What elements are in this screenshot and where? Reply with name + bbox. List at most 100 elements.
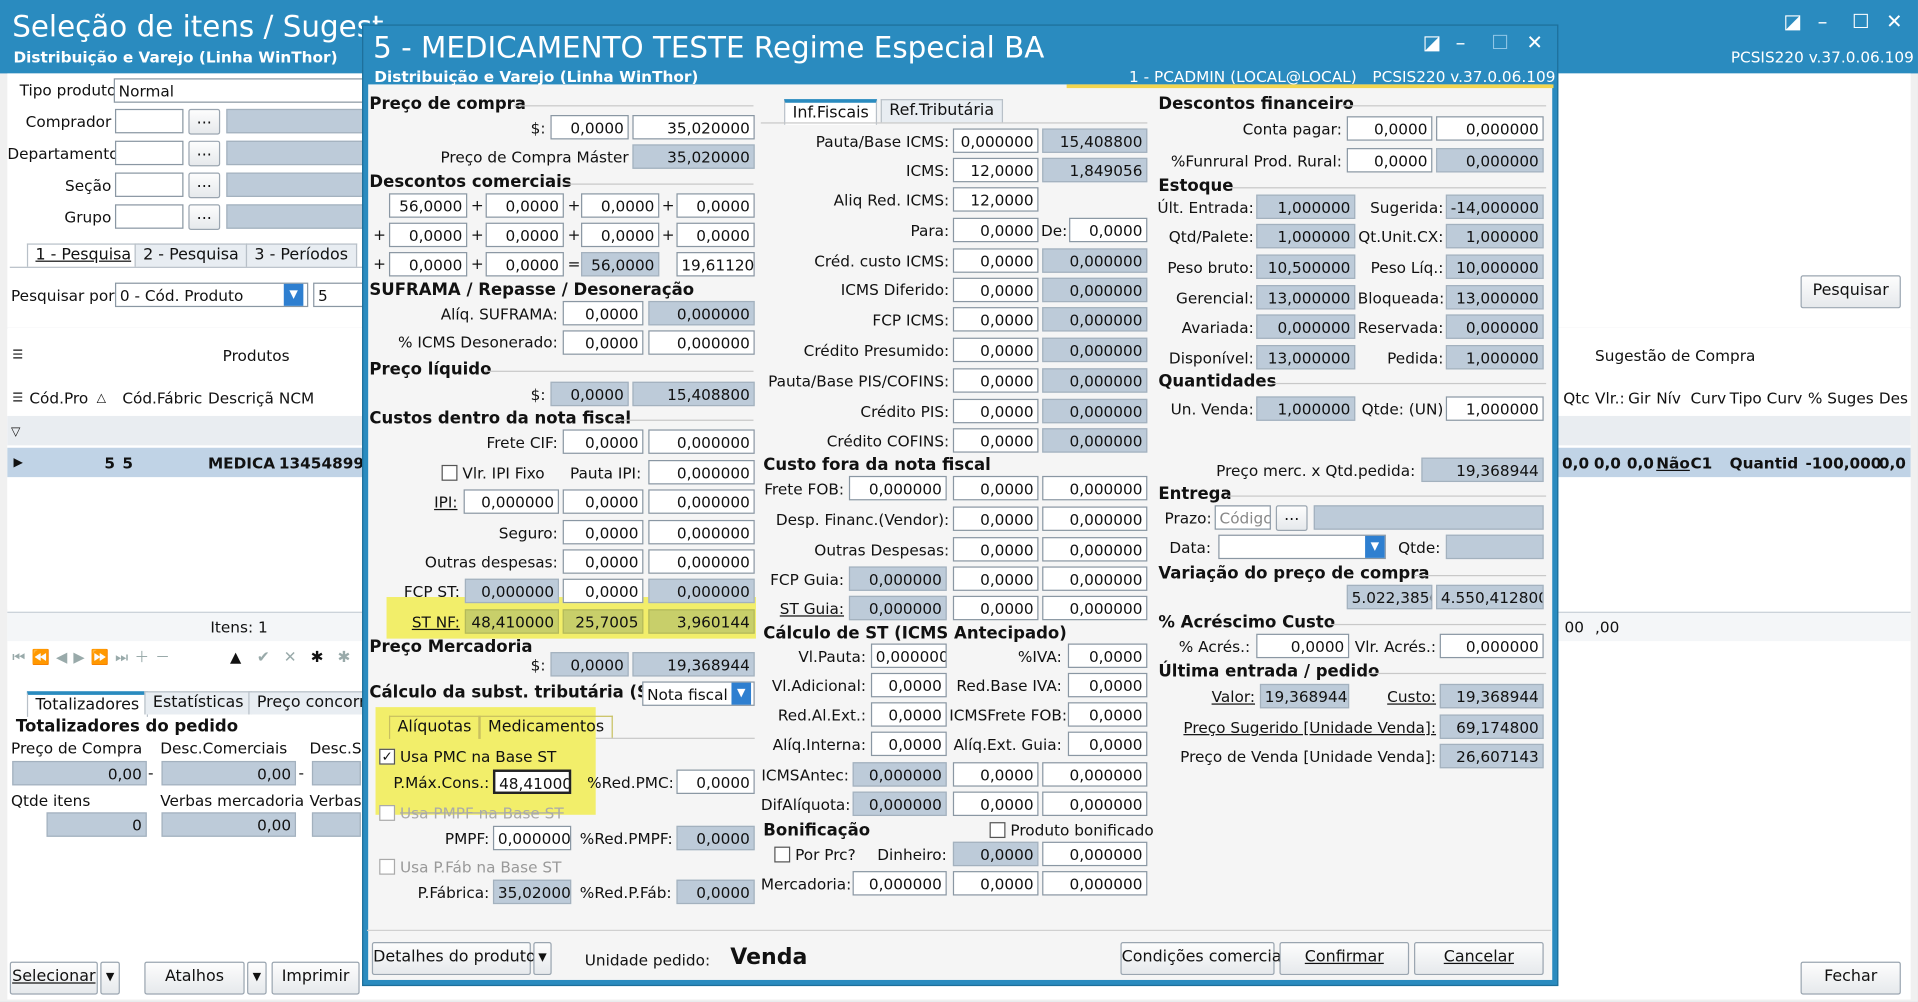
atalhos-button[interactable]: Atalhos bbox=[144, 961, 245, 995]
fiscal-a-7[interactable]: 0,0000 bbox=[952, 337, 1039, 363]
departamento-lookup-button[interactable]: ... bbox=[188, 140, 221, 167]
conta-pagar-1[interactable]: 0,0000 bbox=[1346, 116, 1433, 141]
fiscal-a-4[interactable]: 0,0000 bbox=[952, 248, 1039, 273]
mercadoria-3[interactable]: 0,000000 bbox=[1042, 871, 1148, 896]
fora-c-2[interactable]: 0,000000 bbox=[1042, 537, 1148, 562]
col-right-1[interactable]: Vlr.: bbox=[1595, 389, 1625, 408]
outras-1[interactable]: 0,0000 bbox=[562, 549, 644, 574]
seguro-1[interactable]: 0,0000 bbox=[562, 519, 644, 545]
navigator-up-icon[interactable]: ▲ bbox=[229, 648, 242, 666]
tab-estatisticas[interactable]: Estatísticas bbox=[144, 691, 253, 715]
fcp-st-2[interactable]: 0,0000 bbox=[562, 578, 644, 604]
dc-10[interactable]: 0,0000 bbox=[485, 252, 564, 277]
tab-ref-tributaria[interactable]: Ref.Tributária bbox=[880, 99, 1003, 123]
comprador-field[interactable] bbox=[114, 108, 184, 134]
pauta-ipi-value[interactable]: 0,000000 bbox=[648, 459, 755, 485]
st-a-2[interactable]: 0,0000 bbox=[870, 702, 947, 727]
fiscal-a-6[interactable]: 0,0000 bbox=[952, 307, 1039, 332]
fiscal-a-9[interactable]: 0,0000 bbox=[952, 398, 1039, 424]
tab-periodos[interactable]: 3 - Períodos bbox=[245, 243, 357, 267]
navigator-refresh-icon[interactable]: ✱ bbox=[310, 647, 324, 666]
tab-inf-fiscais[interactable]: Inf.Fiscais bbox=[784, 99, 878, 125]
navigator-post-icon[interactable]: ✔ bbox=[256, 647, 270, 666]
dinheiro-2[interactable]: 0,000000 bbox=[1042, 841, 1148, 867]
qtde-un-value[interactable]: 1,000000 bbox=[1445, 396, 1544, 421]
fora-b-1[interactable]: 0,0000 bbox=[952, 506, 1039, 531]
usa-pfab-checkbox[interactable] bbox=[379, 858, 396, 875]
dc-7[interactable]: 0,0000 bbox=[581, 222, 660, 248]
dc-3[interactable]: 0,0000 bbox=[581, 193, 660, 218]
st-a-3[interactable]: 0,0000 bbox=[870, 731, 947, 757]
por-prc-checkbox[interactable] bbox=[774, 846, 791, 863]
cancelar-button[interactable]: Cancelar bbox=[1414, 942, 1544, 976]
usa-pmc-checkbox[interactable]: ✓ bbox=[379, 748, 396, 765]
navigator-refresh2-icon[interactable]: ✱ bbox=[337, 647, 351, 666]
bg-close-icon[interactable]: ✕ bbox=[1886, 9, 1903, 34]
col-right-4[interactable]: Curv bbox=[1690, 389, 1727, 408]
outras-2[interactable]: 0,000000 bbox=[648, 549, 755, 574]
selecionar-button[interactable]: Selecionar bbox=[9, 961, 98, 995]
fiscal-a-10[interactable]: 0,0000 bbox=[952, 428, 1039, 453]
fora-c-4[interactable]: 0,000000 bbox=[1042, 595, 1148, 621]
col-right-3[interactable]: Nív bbox=[1656, 389, 1681, 408]
tab-preco-concorr[interactable]: Preço concorr bbox=[248, 691, 375, 715]
fiscal-a-8[interactable]: 0,0000 bbox=[952, 368, 1039, 393]
fiscal-a-3[interactable]: 0,0000 bbox=[952, 217, 1039, 243]
fiscal-a-1[interactable]: 12,0000 bbox=[952, 157, 1039, 183]
dc-6[interactable]: 0,0000 bbox=[485, 222, 564, 248]
tab-totalizadores[interactable]: Totalizadores bbox=[26, 691, 148, 717]
tab-aliquotas[interactable]: Alíquotas bbox=[388, 715, 480, 739]
frete-cif-1[interactable]: 0,0000 bbox=[562, 429, 644, 454]
conta-pagar-2[interactable]: 0,000000 bbox=[1436, 116, 1544, 141]
pesquisar-por-select[interactable]: 0 - Cód. Produto bbox=[114, 282, 309, 308]
data-field[interactable] bbox=[1218, 534, 1386, 560]
col-right-7[interactable]: Des bbox=[1878, 389, 1908, 408]
pesquisar-por-dropdown-icon[interactable]: ▼ bbox=[283, 283, 304, 306]
fechar-button[interactable]: Fechar bbox=[1800, 961, 1901, 995]
navigator-bar[interactable]: ⏮⏪◀▶⏩⏭＋－ bbox=[12, 648, 177, 666]
col-right-5[interactable]: Tipo Curv bbox=[1729, 389, 1803, 408]
st-b-1[interactable]: 0,0000 bbox=[1067, 672, 1148, 698]
col-right-0[interactable]: Qtc bbox=[1563, 389, 1590, 408]
dc-1[interactable]: 56,0000 bbox=[388, 193, 468, 218]
icms-deson-2[interactable]: 0,000000 bbox=[648, 330, 755, 355]
fora-b-3[interactable]: 0,0000 bbox=[952, 566, 1039, 591]
fora-c-1[interactable]: 0,000000 bbox=[1042, 506, 1148, 531]
pmax-field[interactable]: 48,410000 bbox=[492, 769, 572, 794]
frete-cif-2[interactable]: 0,000000 bbox=[648, 429, 755, 454]
grupo-field[interactable] bbox=[114, 204, 184, 229]
pc-value-2[interactable]: 35,020000 bbox=[632, 114, 755, 140]
comprador-lookup-button[interactable]: ... bbox=[188, 108, 221, 135]
st-b-3[interactable]: 0,0000 bbox=[1067, 731, 1148, 757]
dialog-restore-icon[interactable]: ◪ bbox=[1422, 30, 1442, 54]
filter-icon[interactable]: ▽ bbox=[11, 425, 21, 440]
st-a-0[interactable]: 0,000000 bbox=[870, 643, 947, 668]
dialog-close-icon[interactable]: ✕ bbox=[1526, 30, 1543, 54]
perc-acres-value[interactable]: 0,0000 bbox=[1256, 633, 1350, 659]
departamento-field[interactable] bbox=[114, 140, 184, 166]
nota-fiscal-select[interactable]: Nota fiscal bbox=[642, 681, 755, 706]
mercadoria-2[interactable]: 0,0000 bbox=[952, 871, 1039, 896]
ipi-3[interactable]: 0,000000 bbox=[648, 489, 755, 514]
pmpf-value[interactable]: 0,000000 bbox=[492, 825, 572, 851]
bg-minimize-icon[interactable]: – bbox=[1817, 9, 1828, 34]
dc-4[interactable]: 0,0000 bbox=[676, 193, 755, 218]
nota-fiscal-dropdown-icon[interactable]: ▼ bbox=[731, 682, 752, 705]
st-b-0[interactable]: 0,0000 bbox=[1067, 643, 1148, 668]
dialog-maximize-icon[interactable]: ☐ bbox=[1491, 30, 1509, 54]
data-dropdown-icon[interactable]: ▼ bbox=[1365, 535, 1385, 558]
funrural-1[interactable]: 0,0000 bbox=[1346, 148, 1433, 173]
vlr-acres-value[interactable]: 0,000000 bbox=[1439, 633, 1544, 659]
grupo-lookup-button[interactable]: ... bbox=[188, 204, 221, 230]
prazo-lookup-button[interactable]: ... bbox=[1275, 505, 1308, 531]
st-b-2[interactable]: 0,0000 bbox=[1067, 702, 1148, 727]
tipo-produto-field[interactable]: Normal bbox=[113, 78, 371, 103]
seguro-2[interactable]: 0,000000 bbox=[648, 519, 755, 545]
fora-a-0[interactable]: 0,000000 bbox=[848, 475, 947, 501]
detalhes-produto-button[interactable]: Detalhes do produto bbox=[371, 942, 536, 976]
produto-bonificado-checkbox[interactable] bbox=[989, 822, 1006, 839]
col-ncm[interactable]: NCM bbox=[278, 389, 315, 408]
secao-lookup-button[interactable]: ... bbox=[188, 172, 221, 199]
tab-medicamentos[interactable]: Medicamentos bbox=[479, 715, 613, 739]
col-cod-fabric[interactable]: Cód.Fábric bbox=[122, 389, 203, 408]
